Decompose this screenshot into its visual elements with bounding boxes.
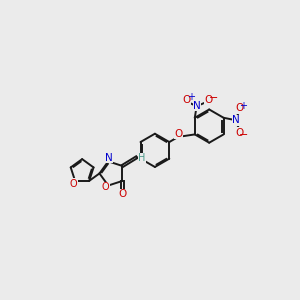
Text: H: H <box>138 153 146 164</box>
Text: −: − <box>239 130 248 140</box>
Text: N: N <box>193 101 201 111</box>
Text: O: O <box>235 128 243 138</box>
Text: O: O <box>119 189 127 199</box>
Text: +: + <box>239 101 247 111</box>
Text: N: N <box>232 115 240 125</box>
Text: −: − <box>209 93 218 103</box>
Text: +: + <box>187 92 195 102</box>
Text: O: O <box>205 95 213 105</box>
Text: O: O <box>70 179 77 189</box>
Text: O: O <box>102 182 109 192</box>
Text: O: O <box>174 129 183 139</box>
Text: O: O <box>182 95 190 105</box>
Text: N: N <box>105 153 113 163</box>
Text: O: O <box>235 103 243 113</box>
